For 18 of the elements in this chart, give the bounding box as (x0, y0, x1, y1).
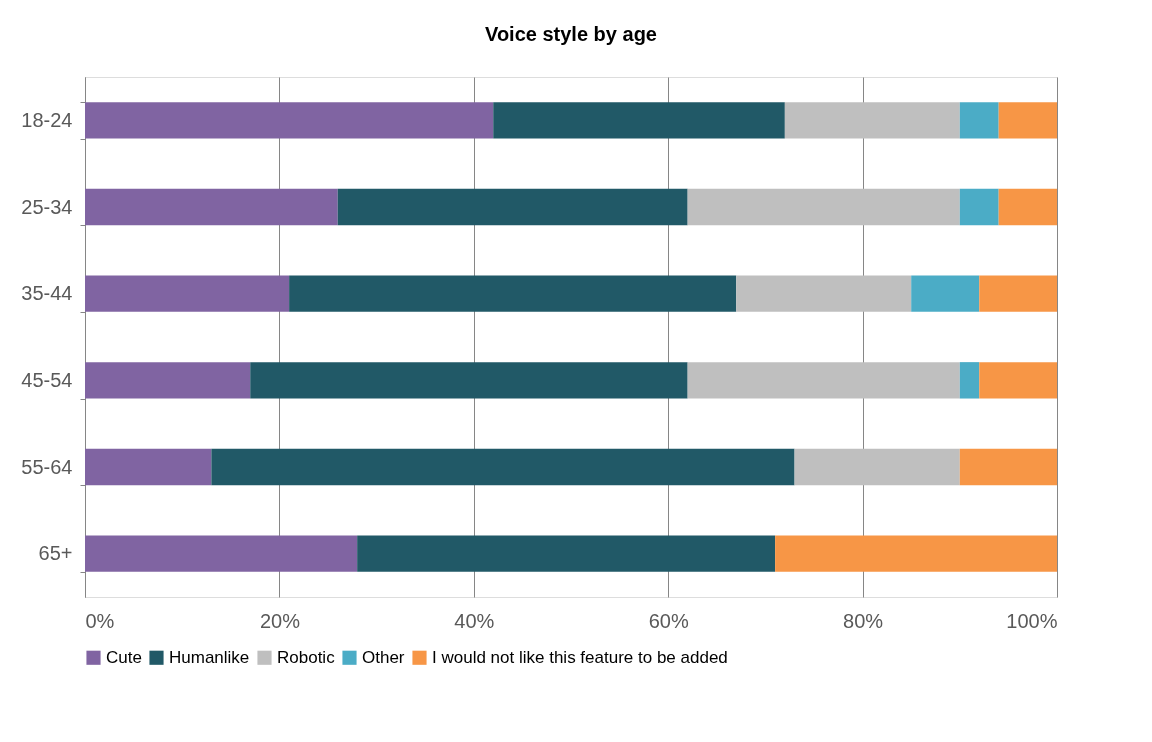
x-tick-label: 80% (843, 609, 884, 632)
x-tick-label: 100% (1006, 609, 1058, 632)
y-tick-label: 55-64 (21, 455, 73, 478)
y-tick-label: 35-44 (21, 282, 73, 305)
legend-label: I would not like this feature to be added (432, 647, 728, 667)
chart-title: Voice style by age (485, 23, 657, 45)
x-tick-label: 40% (454, 609, 495, 632)
x-tick-label: 0% (85, 609, 115, 632)
y-tick-label: 65+ (38, 542, 73, 565)
y-tick-label: 25-34 (21, 195, 73, 218)
legend-label: Other (362, 647, 405, 667)
y-tick-label: 45-54 (21, 368, 73, 391)
y-tick-label: 18-24 (21, 108, 73, 131)
legend-label: Robotic (277, 647, 336, 667)
x-tick-label: 20% (259, 609, 301, 632)
x-tick-label: 60% (648, 609, 689, 632)
legend-label: Cute (106, 647, 142, 667)
legend-label: Humanlike (169, 647, 250, 667)
